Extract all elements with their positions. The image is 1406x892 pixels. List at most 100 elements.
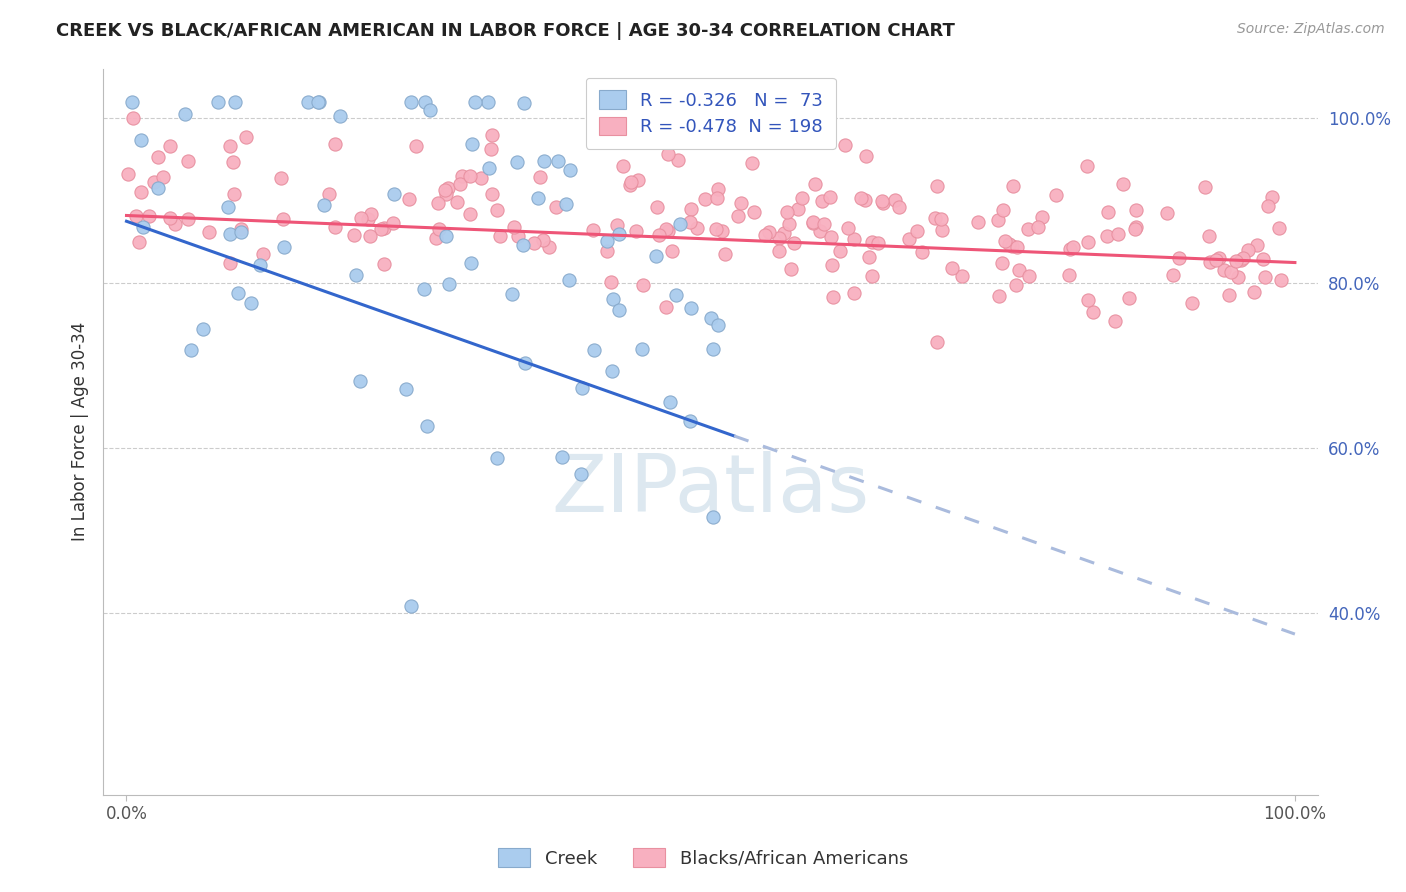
- Point: [1045, 188, 1067, 202]
- Point: [704, 222, 727, 236]
- Point: [1267, 220, 1289, 235]
- Point: [571, 380, 593, 394]
- Point: [506, 155, 529, 169]
- Point: [191, 322, 214, 336]
- Point: [1017, 222, 1039, 236]
- Point: [399, 95, 422, 109]
- Point: [1254, 269, 1277, 284]
- Point: [533, 153, 555, 168]
- Point: [329, 109, 352, 123]
- Point: [706, 191, 728, 205]
- Point: [620, 175, 643, 189]
- Point: [849, 191, 872, 205]
- Point: [998, 236, 1021, 251]
- Point: [325, 136, 347, 151]
- Point: [801, 214, 824, 228]
- Point: [702, 510, 724, 524]
- Point: [478, 161, 501, 175]
- Point: [394, 382, 416, 396]
- Point: [343, 227, 366, 242]
- Point: [818, 189, 841, 203]
- Point: [714, 246, 737, 260]
- Text: ZIPatlas: ZIPatlas: [551, 451, 870, 529]
- Point: [1076, 159, 1098, 173]
- Point: [991, 256, 1014, 270]
- Point: [486, 202, 509, 217]
- Point: [405, 138, 427, 153]
- Point: [349, 374, 371, 388]
- Point: [229, 225, 252, 239]
- Point: [741, 156, 763, 170]
- Point: [905, 223, 928, 237]
- Point: [446, 194, 468, 209]
- Point: [661, 244, 683, 258]
- Point: [479, 142, 502, 156]
- Point: [655, 301, 678, 315]
- Point: [853, 193, 876, 207]
- Point: [1077, 235, 1099, 249]
- Point: [439, 277, 461, 292]
- Point: [707, 181, 730, 195]
- Point: [323, 219, 346, 234]
- Point: [1251, 252, 1274, 266]
- Point: [508, 229, 530, 244]
- Point: [1168, 251, 1191, 265]
- Point: [555, 196, 578, 211]
- Point: [967, 215, 990, 229]
- Point: [314, 198, 336, 212]
- Point: [1001, 239, 1024, 253]
- Point: [273, 240, 295, 254]
- Point: [730, 195, 752, 210]
- Point: [666, 153, 689, 167]
- Point: [1237, 243, 1260, 257]
- Point: [481, 128, 503, 142]
- Point: [1243, 285, 1265, 299]
- Point: [1081, 304, 1104, 318]
- Point: [645, 248, 668, 262]
- Point: [544, 200, 567, 214]
- Point: [786, 202, 808, 217]
- Point: [413, 95, 436, 109]
- Point: [987, 288, 1010, 302]
- Point: [631, 343, 654, 357]
- Point: [987, 212, 1010, 227]
- Point: [602, 364, 624, 378]
- Point: [1077, 293, 1099, 307]
- Point: [357, 211, 380, 226]
- Point: [217, 200, 239, 214]
- Point: [582, 223, 605, 237]
- Legend: Creek, Blacks/African Americans: Creek, Blacks/African Americans: [486, 838, 920, 879]
- Point: [121, 95, 143, 109]
- Point: [235, 130, 257, 145]
- Point: [159, 139, 181, 153]
- Point: [551, 450, 574, 464]
- Point: [758, 226, 780, 240]
- Point: [1107, 227, 1129, 241]
- Point: [778, 218, 800, 232]
- Point: [489, 229, 512, 244]
- Legend: R = -0.326   N =  73, R = -0.478  N = 198: R = -0.326 N = 73, R = -0.478 N = 198: [586, 78, 835, 149]
- Point: [1005, 277, 1028, 292]
- Point: [1002, 178, 1025, 193]
- Point: [381, 215, 404, 229]
- Point: [633, 277, 655, 292]
- Point: [1225, 254, 1247, 268]
- Point: [931, 222, 953, 236]
- Point: [1230, 252, 1253, 267]
- Point: [477, 95, 499, 109]
- Point: [768, 231, 790, 245]
- Point: [1219, 264, 1241, 278]
- Point: [458, 207, 481, 221]
- Point: [373, 256, 395, 270]
- Point: [307, 95, 329, 109]
- Point: [224, 95, 246, 109]
- Point: [1007, 240, 1029, 254]
- Point: [1125, 220, 1147, 235]
- Point: [117, 167, 139, 181]
- Point: [370, 221, 392, 235]
- Point: [727, 210, 749, 224]
- Point: [596, 235, 619, 249]
- Point: [776, 204, 799, 219]
- Point: [602, 292, 624, 306]
- Point: [526, 191, 548, 205]
